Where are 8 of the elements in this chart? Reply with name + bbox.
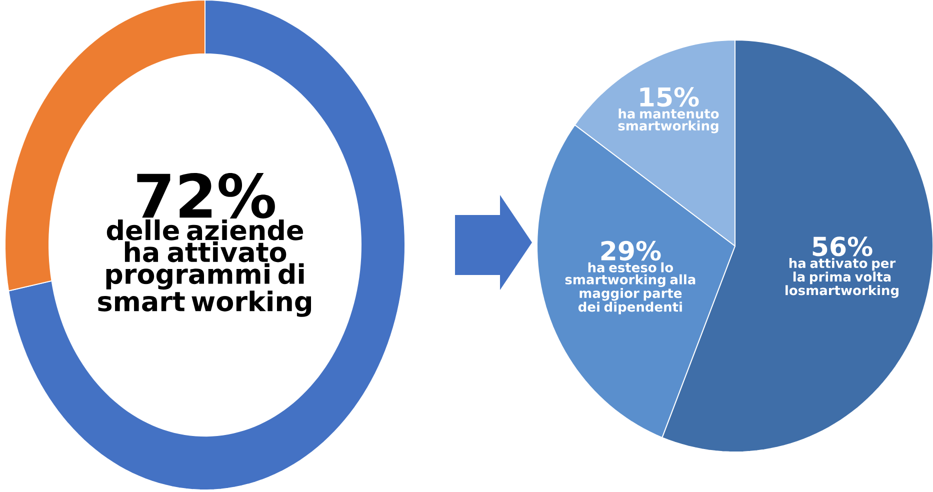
data-label: 56% (812, 236, 872, 256)
text: 72% (137, 173, 275, 218)
text: delle aziende ha attivato programmi di smart working (98, 219, 311, 317)
data-label: 29% (601, 240, 661, 261)
slice-label: ha mantenuto smartworking (618, 108, 719, 134)
slice-label: ha esteso lo smartworking alla maggior parte dei dipendenti (565, 262, 696, 314)
slice-label: ha attivato per la prima volta losmartworking (786, 258, 898, 298)
data-label: 15% (640, 87, 699, 107)
